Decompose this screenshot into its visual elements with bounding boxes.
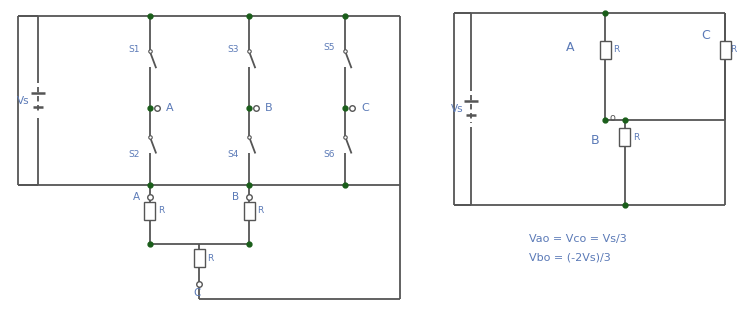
Text: S1: S1	[128, 45, 140, 54]
Text: R: R	[208, 254, 214, 263]
Bar	[599, 41, 610, 59]
Text: Vbo = (-2Vs)/3: Vbo = (-2Vs)/3	[529, 252, 610, 262]
Text: S5: S5	[324, 43, 335, 52]
Bar	[194, 249, 205, 267]
Text: Vao = Vco = Vs/3: Vao = Vco = Vs/3	[529, 234, 626, 244]
Text: o: o	[609, 114, 615, 124]
Text: A: A	[166, 104, 173, 114]
Text: A: A	[566, 42, 574, 55]
Text: R: R	[633, 133, 639, 142]
Text: S4: S4	[227, 150, 239, 159]
Text: R: R	[613, 46, 620, 55]
Text: B: B	[265, 104, 272, 114]
Text: R: R	[730, 46, 736, 55]
Bar	[620, 128, 630, 146]
Text: B: B	[232, 192, 239, 202]
Text: R: R	[257, 206, 263, 215]
Bar	[719, 41, 730, 59]
Bar	[244, 202, 254, 219]
Text: S6: S6	[324, 150, 335, 159]
Text: B: B	[591, 134, 599, 147]
Text: C: C	[700, 29, 709, 42]
Text: Vs: Vs	[17, 96, 30, 106]
Text: C: C	[361, 104, 369, 114]
Text: C: C	[194, 288, 201, 298]
Text: Vs: Vs	[451, 104, 464, 114]
Text: R: R	[158, 206, 164, 215]
Text: S2: S2	[128, 150, 140, 159]
Text: S3: S3	[227, 45, 239, 54]
Bar	[145, 202, 155, 219]
Text: A: A	[133, 192, 140, 202]
